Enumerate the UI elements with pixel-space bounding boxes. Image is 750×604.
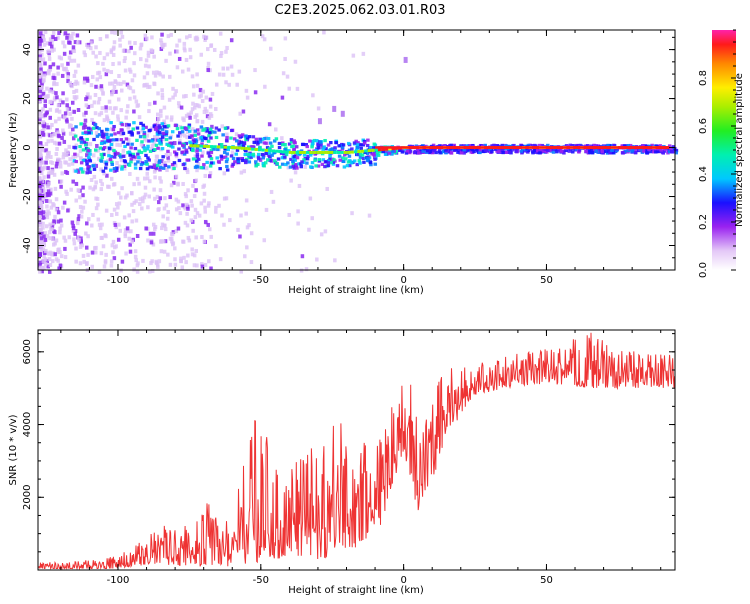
colorbar: 0.0 0.2 0.4 0.6 0.8 Normalized spectral ampl… — [698, 29, 745, 278]
colorbar-ticks: 0.0 0.2 0.4 0.6 0.8 — [698, 29, 736, 278]
spectrogram-panel: -100 -50 0 50 40 20 0 -20 -40 Height of straight… — [8, 29, 679, 296]
colorbar-tick-label: 0.0 — [698, 262, 709, 278]
snr-xtick-label: 0 — [400, 575, 406, 586]
colorbar-tick-label: 0.6 — [698, 118, 709, 134]
snr-xlabel: Height of straight line (km) — [288, 585, 424, 596]
spectrogram-xtick-label: 0 — [400, 275, 406, 286]
snr-ytick-label: 6000 — [22, 339, 33, 364]
snr-ytick-label: 2000 — [22, 485, 33, 510]
spectrogram-core — [189, 144, 670, 154]
colorbar-gradient — [712, 30, 736, 270]
snr-series-line — [37, 332, 676, 571]
snr-frame — [37, 329, 676, 571]
snr-xtick-label: -50 — [253, 575, 269, 586]
spectrogram-ytick-label: -20 — [22, 188, 33, 204]
spectrogram-band — [72, 121, 679, 175]
spectrogram-xlabel: Height of straight line (km) — [288, 285, 424, 296]
snr-ylabel: SNR (10 * v/v) — [8, 414, 19, 485]
spectrogram-ytick-label: 0 — [22, 144, 33, 150]
spectrogram-xtick-label: -50 — [253, 275, 269, 286]
colorbar-tick-label: 0.8 — [698, 70, 709, 86]
spectrogram-noise — [38, 30, 408, 274]
snr-ticks: -100 -50 0 50 2000 4000 6000 — [22, 330, 675, 586]
colorbar-tick-label: 0.2 — [698, 214, 709, 230]
colorbar-label: Normalized spectral amplitude — [734, 73, 745, 227]
spectrogram-frame — [37, 29, 676, 271]
snr-plot — [37, 332, 676, 571]
spectrogram-xtick-label: -100 — [107, 275, 130, 286]
snr-xtick-label: 50 — [540, 575, 553, 586]
spectrogram-ytick-label: 20 — [22, 92, 33, 105]
page-title: C2E3.2025.062.03.01.R03 — [274, 3, 445, 18]
spectrogram-ylabel: Frequency (Hz) — [8, 112, 19, 188]
spectrogram-ticks: -100 -50 0 50 40 20 0 -20 -40 — [22, 30, 675, 286]
spectrogram-ytick-label: -40 — [22, 237, 33, 253]
spectrogram-plot — [38, 30, 679, 274]
spectrogram-xtick-label: 50 — [540, 275, 553, 286]
spectrogram-ytick-label: 40 — [22, 43, 33, 56]
colorbar-tick-label: 0.4 — [698, 166, 709, 182]
snr-xtick-label: -100 — [107, 575, 130, 586]
snr-panel: -100 -50 0 50 2000 4000 6000 Height of straigh… — [8, 329, 676, 596]
snr-ytick-label: 4000 — [22, 412, 33, 437]
